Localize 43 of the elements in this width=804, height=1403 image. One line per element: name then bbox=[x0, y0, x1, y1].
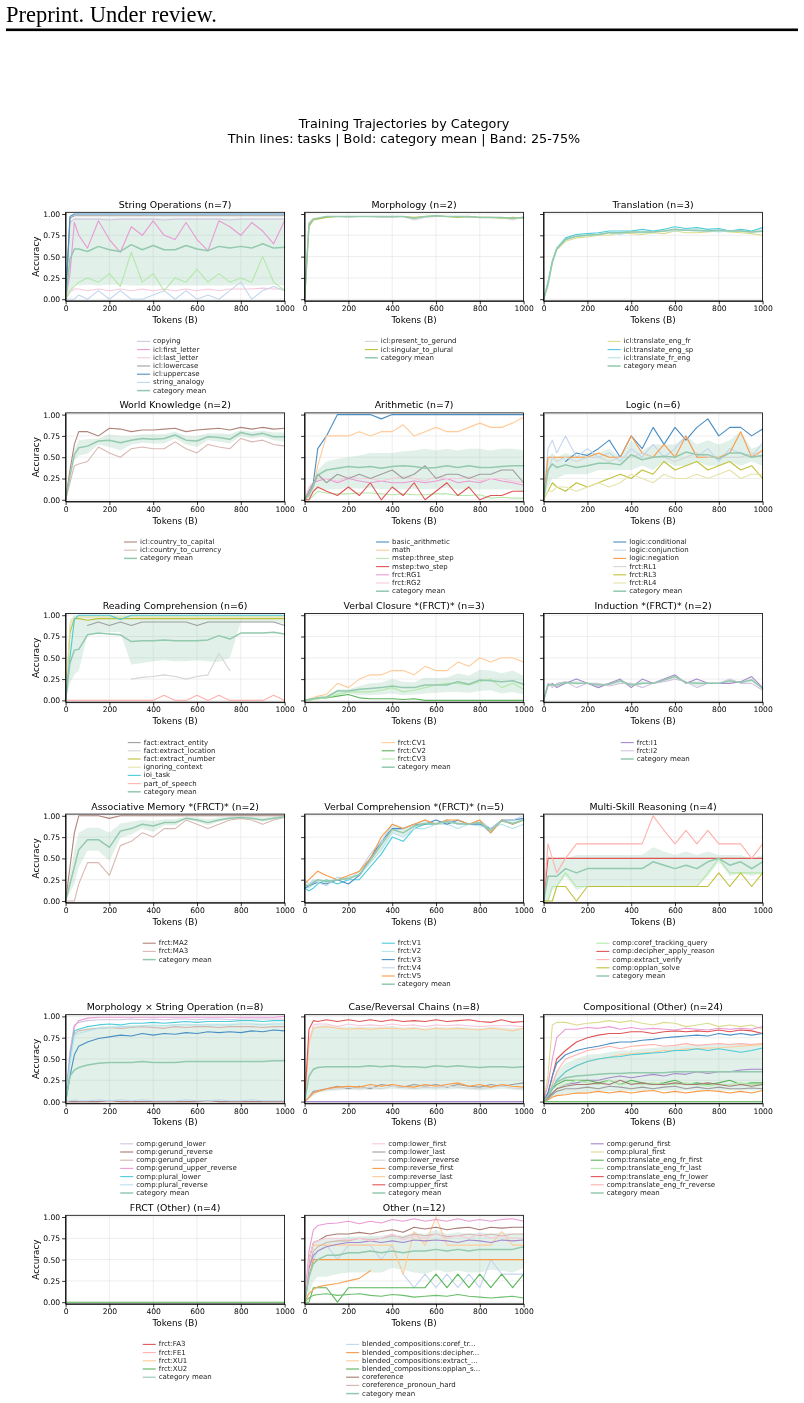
y-axis-title: Accuracy bbox=[30, 437, 41, 478]
y-axis-title: Accuracy bbox=[30, 1239, 41, 1280]
chart-title: Compositional (Other) (n=24) bbox=[583, 1001, 724, 1013]
chart-title: Reading Comprehension (n=6) bbox=[102, 599, 248, 611]
chart-title: String Operations (n=7) bbox=[118, 198, 232, 210]
x-axis-title: Tokens (B) bbox=[629, 1117, 676, 1128]
text: Training Trajectories by Category bbox=[297, 115, 510, 131]
y-axis-title: Accuracy bbox=[30, 838, 41, 879]
chart-title: Case/Reversal Chains (n=8) bbox=[348, 1001, 480, 1013]
x-axis-title: Tokens (B) bbox=[151, 314, 198, 325]
chart-title: Induction *(FRCT)* (n=2) bbox=[594, 599, 712, 611]
x-axis-title: Tokens (B) bbox=[390, 716, 437, 727]
chart-title: Verbal Comprehension *(FRCT)* (n=5) bbox=[324, 800, 504, 812]
x-axis-title: Tokens (B) bbox=[390, 1117, 437, 1128]
x-axis-title: Tokens (B) bbox=[390, 515, 437, 526]
chart-title: Arithmetic (n=7) bbox=[374, 399, 454, 411]
chart-title: Morphology × String Operation (n=8) bbox=[86, 1001, 264, 1013]
chart-title: Verbal Closure *(FRCT)* (n=3) bbox=[343, 599, 485, 611]
x-axis-title: Tokens (B) bbox=[390, 314, 437, 325]
chart-title: Translation (n=3) bbox=[611, 198, 694, 210]
chart-title: Logic (n=6) bbox=[625, 399, 681, 411]
chart-title: Associative Memory *(FRCT)* (n=2) bbox=[91, 800, 259, 812]
y-axis-title: Accuracy bbox=[30, 1038, 41, 1080]
x-axis-title: Tokens (B) bbox=[390, 1317, 437, 1328]
x-axis-title: Tokens (B) bbox=[390, 916, 437, 927]
text: Thin lines: tasks | Bold: category mean | Band: 25-75% bbox=[226, 131, 581, 147]
x-axis-title: Tokens (B) bbox=[629, 515, 676, 526]
y-axis-title: Accuracy bbox=[30, 236, 41, 277]
x-axis-title: Tokens (B) bbox=[151, 1117, 198, 1128]
chart-title: Other (n=12) bbox=[382, 1201, 446, 1213]
x-axis-title: Tokens (B) bbox=[629, 916, 676, 927]
x-axis-title: Tokens (B) bbox=[151, 716, 198, 727]
x-axis-title: Tokens (B) bbox=[629, 314, 676, 325]
chart-title: FRCT (Other) (n=4) bbox=[129, 1201, 221, 1213]
chart-title: World Knowledge (n=2) bbox=[119, 399, 231, 411]
y-axis-title: Accuracy bbox=[30, 637, 41, 678]
chart-title: Multi-Skill Reasoning (n=4) bbox=[589, 800, 717, 812]
x-axis-title: Tokens (B) bbox=[151, 515, 198, 526]
text: Preprint. Under review. bbox=[6, 2, 217, 27]
x-axis-title: Tokens (B) bbox=[151, 1317, 198, 1328]
chart-title: Morphology (n=2) bbox=[371, 198, 457, 210]
x-axis-title: Tokens (B) bbox=[151, 916, 198, 927]
x-axis-title: Tokens (B) bbox=[629, 716, 676, 727]
